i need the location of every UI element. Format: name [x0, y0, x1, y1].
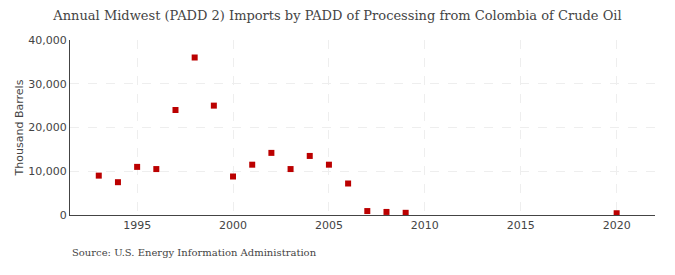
svg-text:20,000: 20,000	[28, 121, 67, 134]
svg-text:2000: 2000	[219, 219, 247, 232]
svg-text:10,000: 10,000	[28, 165, 67, 178]
svg-text:2005: 2005	[315, 219, 343, 232]
svg-text:2020: 2020	[603, 219, 631, 232]
svg-text:Annual Midwest (PADD 2) Import: Annual Midwest (PADD 2) Imports by PADD …	[52, 8, 621, 23]
svg-text:1995: 1995	[123, 219, 151, 232]
svg-text:2015: 2015	[507, 219, 535, 232]
svg-text:40,000: 40,000	[28, 34, 67, 47]
svg-text:Thousand Barrels: Thousand Barrels	[13, 79, 26, 176]
svg-text:0: 0	[60, 209, 67, 222]
svg-text:Source: U.S. Energy Informatio: Source: U.S. Energy Information Administ…	[72, 247, 317, 258]
svg-text:2010: 2010	[411, 219, 439, 232]
svg-text:30,000: 30,000	[28, 78, 67, 91]
